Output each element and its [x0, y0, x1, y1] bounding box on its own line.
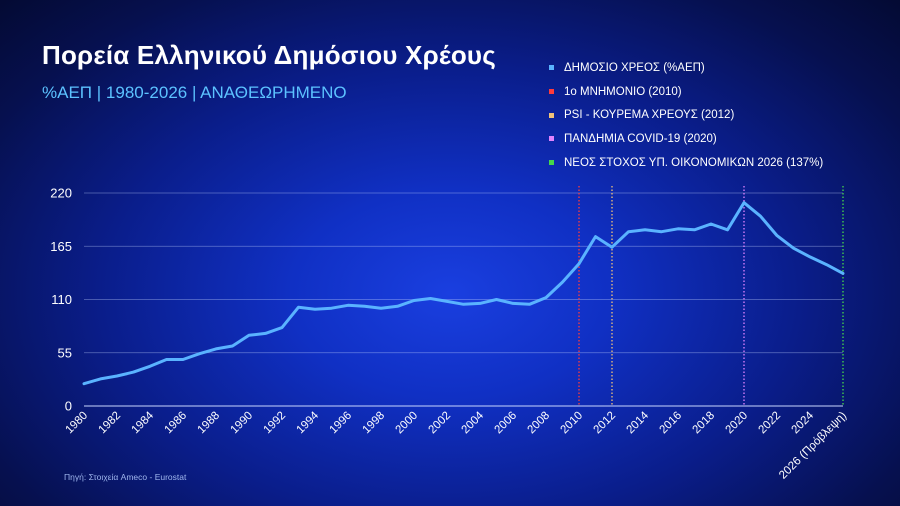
x-tick-label: 1982	[97, 410, 124, 437]
data-point	[775, 234, 779, 237]
data-point	[82, 382, 86, 385]
legend: ΔΗΜΟΣΙΟ ΧΡΕΟΣ (%ΑΕΠ) 1ο ΜΝΗΜΟΝΙΟ (2010) …	[549, 56, 823, 174]
x-tick-label: 1984	[130, 409, 157, 436]
data-point	[429, 297, 432, 300]
data-point	[841, 272, 845, 275]
data-point	[561, 280, 564, 284]
data-point	[610, 246, 614, 249]
data-point	[478, 302, 482, 305]
x-tick-label: 1980	[64, 410, 91, 437]
x-tick-label: 2004	[460, 409, 487, 436]
legend-item-covid: ΠΑΝΔΗΜΙΑ COVID-19 (2020)	[549, 127, 823, 151]
x-tick-label: 2020	[724, 410, 751, 437]
data-point	[412, 299, 416, 302]
x-tick-label: 2006	[493, 410, 520, 437]
y-tick-label: 55	[58, 345, 72, 360]
data-point	[396, 305, 399, 308]
data-point	[544, 296, 548, 299]
data-point	[330, 307, 333, 310]
data-point	[198, 352, 201, 355]
legend-label: ΝΕΟΣ ΣΤΟΧΟΣ ΥΠ. ΟΙΚΟΝΟΜΙΚΩΝ 2026 (137%)	[564, 156, 824, 169]
legend-swatch	[549, 160, 554, 166]
data-point	[379, 307, 383, 310]
legend-item-debt: ΔΗΜΟΣΙΟ ΧΡΕΟΣ (%ΑΕΠ)	[549, 56, 823, 80]
data-point	[709, 222, 713, 226]
x-tick-label: 1992	[262, 410, 289, 437]
data-point	[627, 230, 630, 233]
data-point	[297, 306, 300, 309]
x-tick-label: 2000	[394, 410, 421, 437]
legend-item-memorandum: 1ο ΜΝΗΜΟΝΙΟ (2010)	[549, 80, 823, 104]
data-point	[693, 228, 696, 231]
x-tick-label: 1998	[361, 410, 388, 437]
data-point	[495, 298, 498, 301]
data-point	[99, 377, 102, 381]
legend-swatch	[549, 65, 554, 71]
legend-swatch	[549, 136, 554, 142]
data-point	[742, 201, 746, 204]
data-point	[528, 303, 531, 306]
data-point	[181, 358, 185, 361]
x-tick-label: 2024	[790, 409, 817, 436]
data-point	[676, 227, 680, 231]
data-point	[346, 304, 350, 307]
data-point	[165, 358, 168, 361]
chart-subtitle: %ΑΕΠ | 1980-2026 | ΑΝΑΘΕΩΡΗΜΕΝΟ	[42, 83, 347, 102]
data-point	[511, 302, 515, 305]
data-point	[808, 255, 812, 259]
legend-label: 1ο ΜΝΗΜΟΝΙΟ (2010)	[564, 85, 682, 98]
y-tick-label: 0	[65, 399, 72, 414]
legend-label: ΠΑΝΔΗΜΙΑ COVID-19 (2020)	[564, 132, 717, 145]
legend-item-psi: PSI - ΚΟΥΡΕΜΑ ΧΡΕΟΥΣ (2012)	[549, 103, 823, 127]
x-tick-label: 2018	[691, 410, 718, 437]
x-tick-label: 1990	[229, 410, 256, 437]
data-point	[594, 235, 597, 238]
data-point	[115, 374, 119, 378]
data-point	[313, 307, 317, 311]
data-point	[214, 347, 218, 351]
x-tick-label: 1996	[328, 410, 355, 437]
x-tick-label: 2010	[559, 410, 586, 437]
x-tick-label: 2008	[526, 410, 553, 437]
legend-swatch	[549, 89, 554, 95]
x-tick-label: 2022	[757, 410, 784, 437]
data-point	[231, 344, 234, 348]
data-point	[264, 332, 267, 335]
legend-swatch	[549, 112, 554, 118]
data-point	[643, 228, 647, 231]
legend-item-target: ΝΕΟΣ ΣΤΟΧΟΣ ΥΠ. ΟΙΚΟΝΟΜΙΚΩΝ 2026 (137%)	[549, 151, 823, 175]
data-point	[280, 326, 284, 329]
data-point	[825, 263, 828, 266]
y-tick-label: 220	[50, 186, 72, 201]
chart-title: Πορεία Ελληνικού Δημόσιου Χρέους	[42, 40, 496, 70]
x-tick-label: 2016	[658, 410, 685, 437]
x-tick-label: 1986	[163, 410, 190, 437]
y-tick-label: 165	[50, 239, 72, 254]
data-point	[792, 246, 795, 250]
data-point	[247, 334, 251, 337]
x-tick-label: 2012	[592, 410, 619, 437]
data-point	[462, 303, 465, 306]
x-tick-label: 1988	[196, 410, 223, 437]
data-point	[363, 305, 366, 308]
data-point	[759, 215, 762, 218]
source-note: Πηγή: Στοιχεία Ameco - Eurostat	[64, 472, 187, 482]
x-tick-label: 2002	[427, 410, 454, 437]
data-point	[577, 262, 581, 265]
legend-label: PSI - ΚΟΥΡΕΜΑ ΧΡΕΟΥΣ (2012)	[564, 109, 735, 122]
y-tick-label: 110	[51, 292, 72, 307]
data-point	[445, 300, 449, 303]
data-point	[660, 230, 663, 233]
data-point	[132, 370, 135, 374]
data-point	[726, 228, 729, 231]
legend-label: ΔΗΜΟΣΙΟ ΧΡΕΟΣ (%ΑΕΠ)	[564, 61, 705, 74]
data-point	[148, 365, 152, 368]
x-tick-label: 1994	[295, 409, 322, 436]
x-tick-label: 2014	[625, 409, 652, 436]
debt-series-line	[82, 201, 845, 386]
